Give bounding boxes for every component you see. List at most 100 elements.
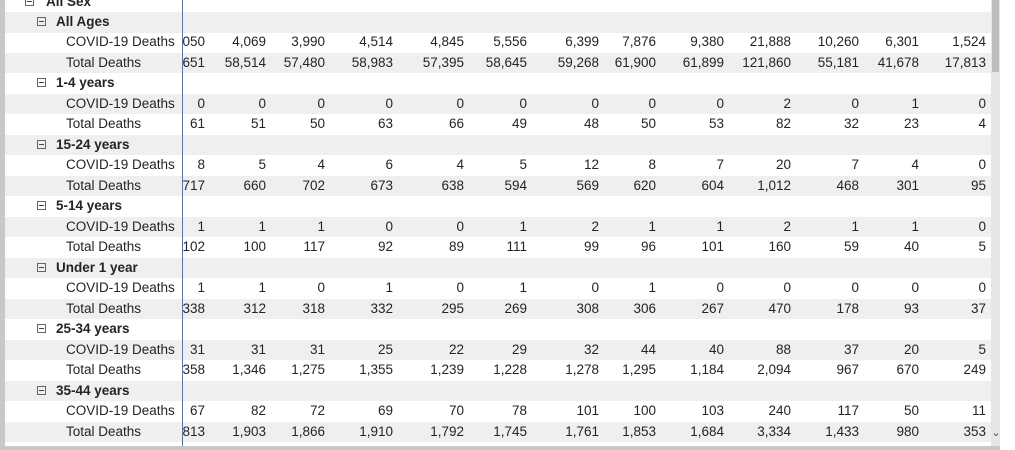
value-cell: 1,524 (952, 34, 986, 50)
data-row: COVID-19 Deaths 31 31 31 25 22 29 32 44 40 88 37 20 5 (5, 339, 991, 361)
value-cell: 358 (183, 362, 205, 378)
value-cell: 638 (441, 177, 464, 193)
value-cell: 0 (978, 280, 986, 296)
collapse-icon[interactable] (37, 139, 46, 149)
value-cell: 1,853 (622, 423, 656, 439)
value-cell: 604 (701, 177, 724, 193)
row-label: COVID-19 Deaths (66, 218, 175, 234)
value-cell: 308 (576, 300, 599, 316)
value-cell: 61,899 (682, 54, 724, 70)
value-cell: 0 (783, 280, 791, 296)
collapse-icon[interactable] (37, 78, 46, 88)
collapse-icon[interactable] (37, 262, 46, 272)
row-label: COVID-19 Deaths (66, 34, 175, 50)
value-cell: 0 (197, 95, 205, 111)
data-row: Total Deaths 358 1,346 1,275 1,355 1,239 1,228… (5, 360, 991, 381)
value-cell: 31 (309, 341, 325, 357)
group-label: 15-24 years (56, 136, 130, 152)
value-cell: 1,910 (359, 423, 393, 439)
group-row: 35-44 years (5, 380, 991, 402)
value-cell: 0 (456, 95, 464, 111)
scrollbar-thumb[interactable] (992, 0, 999, 72)
data-row: Total Deaths 338 312 318 332 295 269 308 306 267 4… (5, 298, 991, 320)
value-cell: 4,514 (359, 34, 393, 50)
value-cell: 20 (903, 341, 919, 357)
value-cell: 53 (708, 116, 724, 132)
row-label: COVID-19 Deaths (66, 95, 175, 111)
group-row: 1-4 years (5, 73, 991, 94)
value-cell: 249 (963, 362, 986, 378)
value-cell: 2 (783, 218, 791, 234)
value-cell: 4,069 (232, 34, 266, 50)
value-cell: 1,239 (430, 362, 464, 378)
value-cell: 1,012 (757, 177, 791, 193)
value-cell: 1 (519, 218, 527, 234)
value-cell: 100 (633, 403, 656, 419)
value-cell: 6 (385, 157, 393, 173)
value-cell: 82 (250, 403, 266, 419)
value-cell: 117 (837, 403, 859, 419)
header-row: All Sex (5, 0, 991, 12)
value-cell: 353 (963, 423, 986, 439)
value-cell: 2 (783, 95, 791, 111)
value-cell: 670 (896, 362, 919, 378)
value-cell: 2 (591, 218, 599, 234)
value-cell: 11 (971, 403, 986, 419)
data-row: COVID-19 Deaths 0 0 0 0 0 0 0 0 0 2 0 1 0 (5, 93, 991, 115)
value-cell: 1,684 (690, 423, 724, 439)
value-cell: 0 (591, 95, 599, 111)
scroll-down-arrow[interactable]: ⌄ (991, 427, 1001, 439)
data-row: Total Deaths 651 58,514 57,480 58,983 57,395 5… (5, 52, 991, 74)
value-cell: 1 (648, 280, 656, 296)
row-label: COVID-19 Deaths (66, 157, 175, 173)
value-cell: 569 (576, 177, 599, 193)
value-cell: 7 (716, 157, 724, 173)
group-row: Under 1 year (5, 257, 991, 279)
value-cell: 50 (309, 116, 325, 132)
value-cell: 72 (309, 403, 325, 419)
value-cell: 050 (183, 34, 205, 50)
collapse-icon[interactable] (37, 385, 46, 395)
bottom-border (5, 446, 1000, 450)
value-cell: 0 (385, 218, 393, 234)
value-cell: 37 (970, 300, 986, 316)
value-cell: 160 (768, 239, 791, 255)
value-cell: 1,745 (493, 423, 527, 439)
value-cell: 31 (250, 341, 266, 357)
value-cell: 0 (456, 218, 464, 234)
row-label: Total Deaths (66, 362, 142, 378)
value-cell: 48 (583, 116, 599, 132)
value-cell: 44 (640, 341, 656, 357)
group-row: 25-34 years (5, 319, 991, 340)
value-cell: 31 (189, 341, 205, 357)
collapse-icon[interactable] (37, 201, 46, 211)
value-cell: 813 (183, 423, 205, 439)
value-cell: 0 (258, 95, 266, 111)
value-cell: 102 (183, 239, 205, 255)
value-cell: 620 (633, 177, 656, 193)
value-cell: 82 (775, 116, 791, 132)
collapse-icon[interactable] (37, 324, 46, 334)
value-cell: 5 (519, 157, 527, 173)
value-cell: 0 (519, 95, 527, 111)
scrollbar-track[interactable] (991, 0, 1000, 446)
value-cell: 0 (648, 95, 656, 111)
value-cell: 21,888 (749, 34, 791, 50)
row-label: Total Deaths (66, 177, 142, 193)
value-cell: 312 (243, 300, 266, 316)
value-cell: 9,380 (690, 34, 724, 50)
value-cell: 178 (836, 300, 859, 316)
row-header: All Sex (46, 0, 92, 9)
group-label: All Ages (56, 14, 110, 29)
value-cell: 717 (183, 177, 205, 193)
value-cell: 50 (903, 403, 919, 419)
value-cell: 318 (302, 300, 325, 316)
value-cell: 295 (441, 300, 464, 316)
value-cell: 673 (370, 177, 393, 193)
value-cell: 470 (768, 300, 791, 316)
row-label: COVID-19 Deaths (66, 280, 175, 296)
collapse-icon[interactable] (25, 0, 34, 6)
collapse-icon[interactable] (37, 17, 46, 26)
value-cell: 651 (183, 54, 205, 70)
value-cell: 92 (377, 239, 393, 255)
